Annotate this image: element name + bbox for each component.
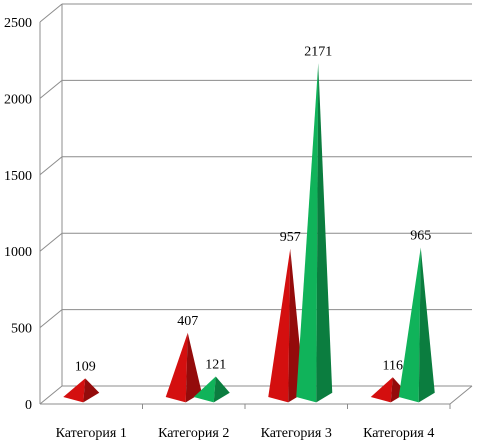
pyramid-s1-c3 <box>268 248 291 403</box>
gridline-depth-1000 <box>39 232 63 252</box>
x-tick-label-2: Категория 2 <box>158 426 229 440</box>
gridline-depth-500 <box>39 309 63 328</box>
gridline-depth-1500 <box>39 156 63 176</box>
pyramid-s2-c4 <box>398 247 421 403</box>
y-tick-label-2500: 2500 <box>4 16 32 31</box>
x-tick-label-3: Категория 3 <box>261 426 332 440</box>
pyramid-s1-c2 <box>165 332 188 403</box>
floor-edge <box>449 385 473 405</box>
y-tick-label-0: 0 <box>25 398 32 413</box>
data-label-s1-c4: 116 <box>383 358 403 373</box>
pyramid-side-s2-c4 <box>418 247 435 403</box>
data-label-s2-c4: 965 <box>410 229 431 244</box>
pyramid-s2-c3 <box>296 63 319 403</box>
x-tick-label-4: Категория 4 <box>363 426 434 440</box>
gridline-depth-0 <box>39 385 63 405</box>
pyramid-s1-c4 <box>370 377 393 403</box>
pyramid-side-s2-c2 <box>213 376 230 403</box>
data-label-s1-c1: 109 <box>75 359 96 374</box>
data-label-s1-c2: 407 <box>177 314 198 329</box>
pyramid-side-s2-c3 <box>316 63 333 403</box>
y-tick-label-2000: 2000 <box>4 92 32 107</box>
pyramid-s1-c1 <box>63 378 86 403</box>
pyramid-side-s1-c2 <box>185 332 202 403</box>
data-label-s1-c3: 957 <box>280 230 301 245</box>
y-tick-label-500: 500 <box>11 322 32 337</box>
pyramid-s2-c2 <box>193 376 216 403</box>
gridline-depth-2000 <box>39 80 63 99</box>
pyramid-side-s1-c4 <box>390 377 407 403</box>
y-tick-label-1000: 1000 <box>4 245 32 260</box>
data-label-s2-c2: 121 <box>205 358 226 373</box>
data-label-s2-c3: 2171 <box>304 44 332 59</box>
gridline-depth-2500 <box>39 3 63 23</box>
x-tick-label-1: Категория 1 <box>56 426 127 440</box>
pyramid-side-s1-c1 <box>83 378 100 403</box>
y-tick-label-1500: 1500 <box>4 169 32 184</box>
